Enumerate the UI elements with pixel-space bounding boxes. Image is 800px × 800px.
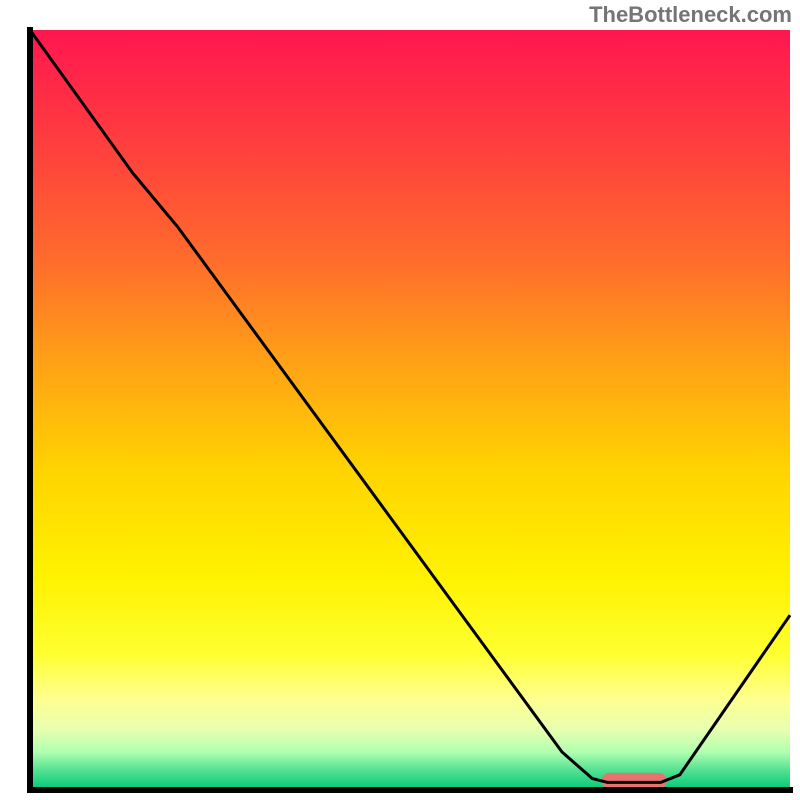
chart-svg <box>0 0 800 800</box>
watermark-text: TheBottleneck.com <box>589 2 792 28</box>
plot-border <box>30 30 790 790</box>
bottleneck-curve <box>30 30 790 782</box>
chart-container: TheBottleneck.com <box>0 0 800 800</box>
optimum-marker <box>602 773 667 789</box>
